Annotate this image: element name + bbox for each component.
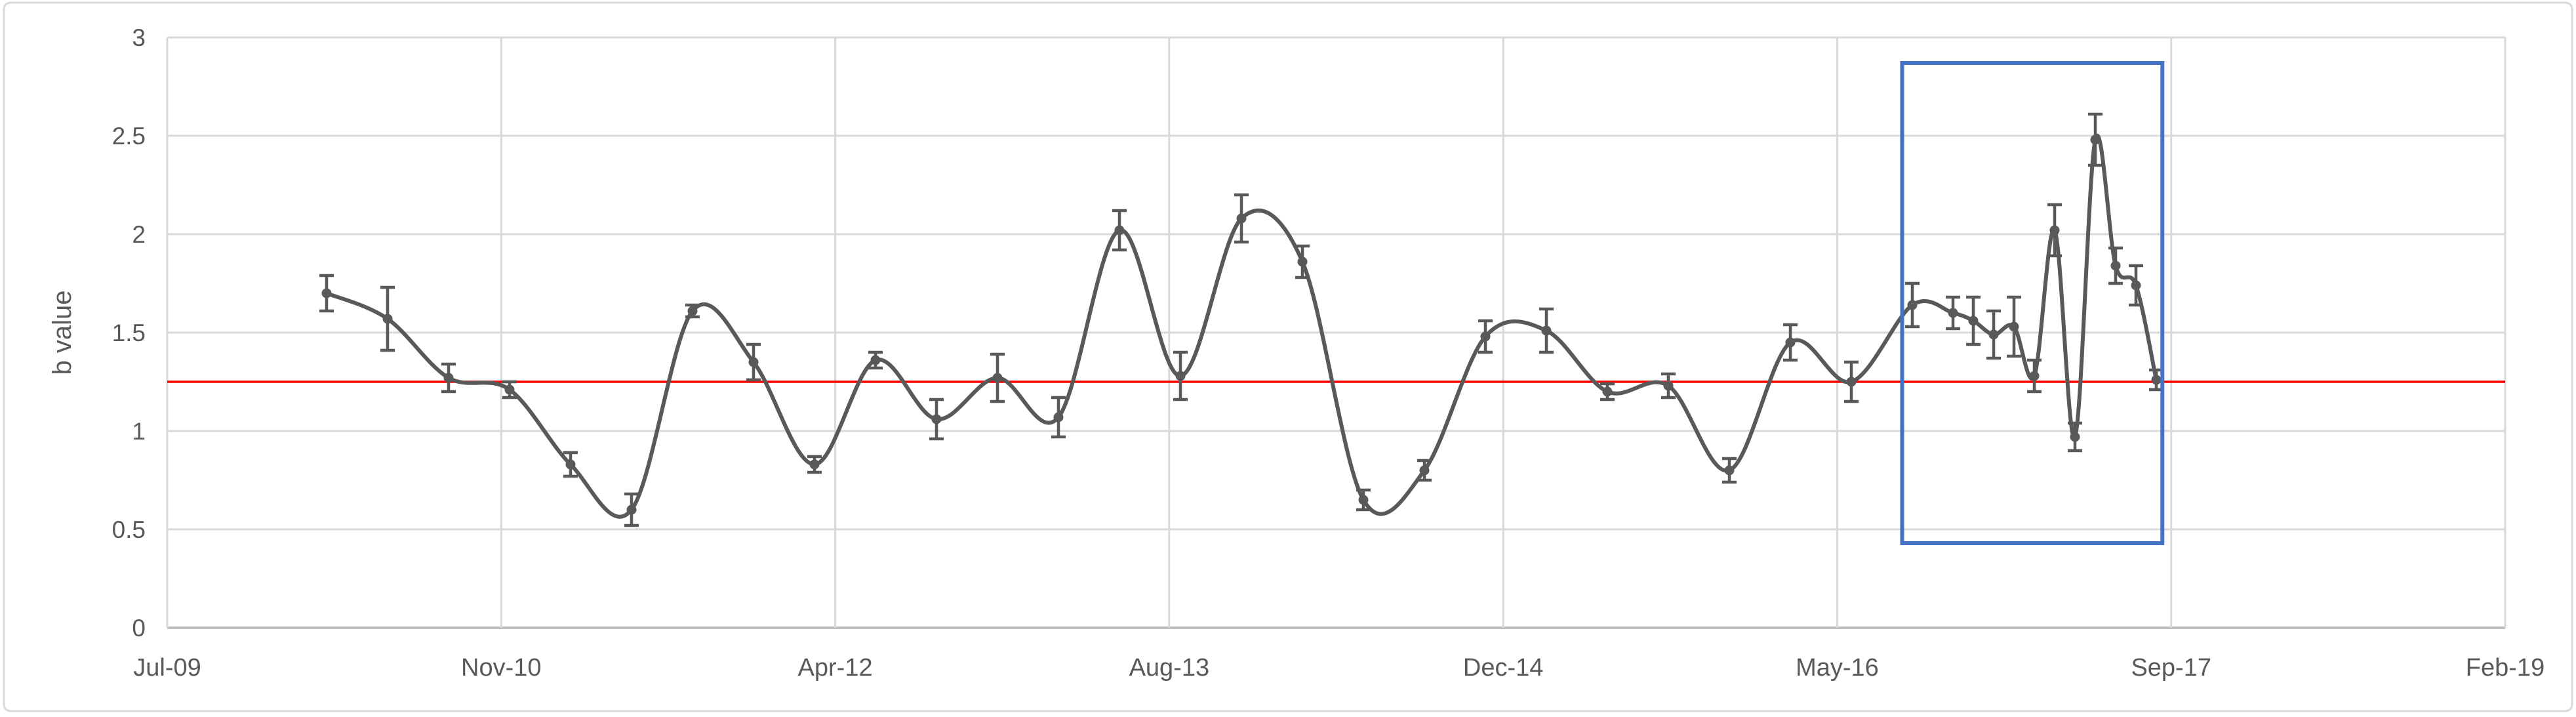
data-point-marker	[931, 414, 942, 424]
y-tick-label: 0	[132, 615, 146, 642]
data-point-marker	[1948, 308, 1958, 318]
x-tick-label: Sep-17	[2131, 654, 2211, 682]
highlight-box-group	[1900, 61, 2165, 545]
data-point-marker	[1785, 337, 1796, 348]
data-point-marker	[870, 355, 881, 365]
data-point-marker	[1907, 300, 1918, 310]
highlight-box	[1900, 61, 2165, 545]
data-point-marker	[2070, 432, 2080, 442]
y-tick-label: 1.5	[112, 319, 146, 346]
data-point-marker	[1053, 412, 1064, 422]
x-tick-label: Aug-13	[1129, 654, 1210, 682]
series-line-group	[325, 134, 2158, 519]
data-point-marker	[1541, 325, 1552, 336]
x-tick-label: Apr-12	[798, 654, 873, 682]
error-bars	[319, 112, 2163, 527]
x-tick-label: Nov-10	[461, 654, 542, 682]
gridlines	[166, 36, 2506, 629]
data-point-marker	[809, 459, 820, 470]
data-point-marker	[2131, 280, 2141, 291]
data-point-marker	[1114, 225, 1125, 236]
data-point-marker	[1236, 213, 1247, 224]
y-tick-label: 3	[132, 24, 146, 51]
data-point-marker	[1480, 331, 1491, 342]
data-point-marker	[1988, 329, 1999, 340]
data-point-marker	[1846, 377, 1857, 387]
data-point-marker	[443, 373, 454, 383]
y-tick-label: 2	[132, 221, 146, 248]
x-tick-label: Feb-19	[2466, 654, 2545, 682]
data-point-marker	[1419, 465, 1430, 476]
data-point-marker	[2029, 371, 2040, 381]
data-point-marker	[2151, 375, 2162, 385]
chart-frame	[3, 1, 2573, 712]
data-point-marker	[2090, 134, 2101, 145]
data-point-marker	[1724, 465, 1735, 476]
data-point-marker	[2110, 260, 2121, 271]
data-point-marker	[1358, 495, 1369, 505]
x-tick-label: Jul-09	[133, 654, 201, 682]
data-point-marker	[1297, 256, 1308, 267]
data-point-marker	[382, 314, 393, 324]
x-tick-label: Dec-14	[1463, 654, 1544, 682]
data-point-marker	[2049, 225, 2060, 236]
data-point-marker	[565, 459, 576, 470]
y-axis-title: b value	[48, 291, 77, 375]
data-point-marker	[2009, 321, 2019, 332]
data-point-marker	[1663, 380, 1674, 391]
data-point-marker	[626, 504, 637, 515]
data-markers	[321, 134, 2162, 515]
data-point-marker	[321, 288, 332, 298]
data-point-marker	[1968, 316, 1979, 326]
data-point-marker	[748, 357, 759, 367]
axis-labels: b value 0 0.5 1 1.5 2 2.5 3 Jul-09 Nov-10 Apr-12 A…	[48, 24, 2545, 682]
data-point-marker	[504, 384, 515, 395]
x-tick-label: May-16	[1796, 654, 1879, 682]
data-point-marker	[1175, 371, 1186, 381]
y-tick-label: 2.5	[112, 123, 146, 150]
y-tick-label: 0.5	[112, 516, 146, 543]
data-point-marker	[992, 373, 1003, 383]
data-point-marker	[687, 306, 698, 316]
series-line	[325, 134, 2158, 519]
data-point-marker	[1602, 386, 1613, 397]
y-tick-label: 1	[132, 418, 146, 445]
